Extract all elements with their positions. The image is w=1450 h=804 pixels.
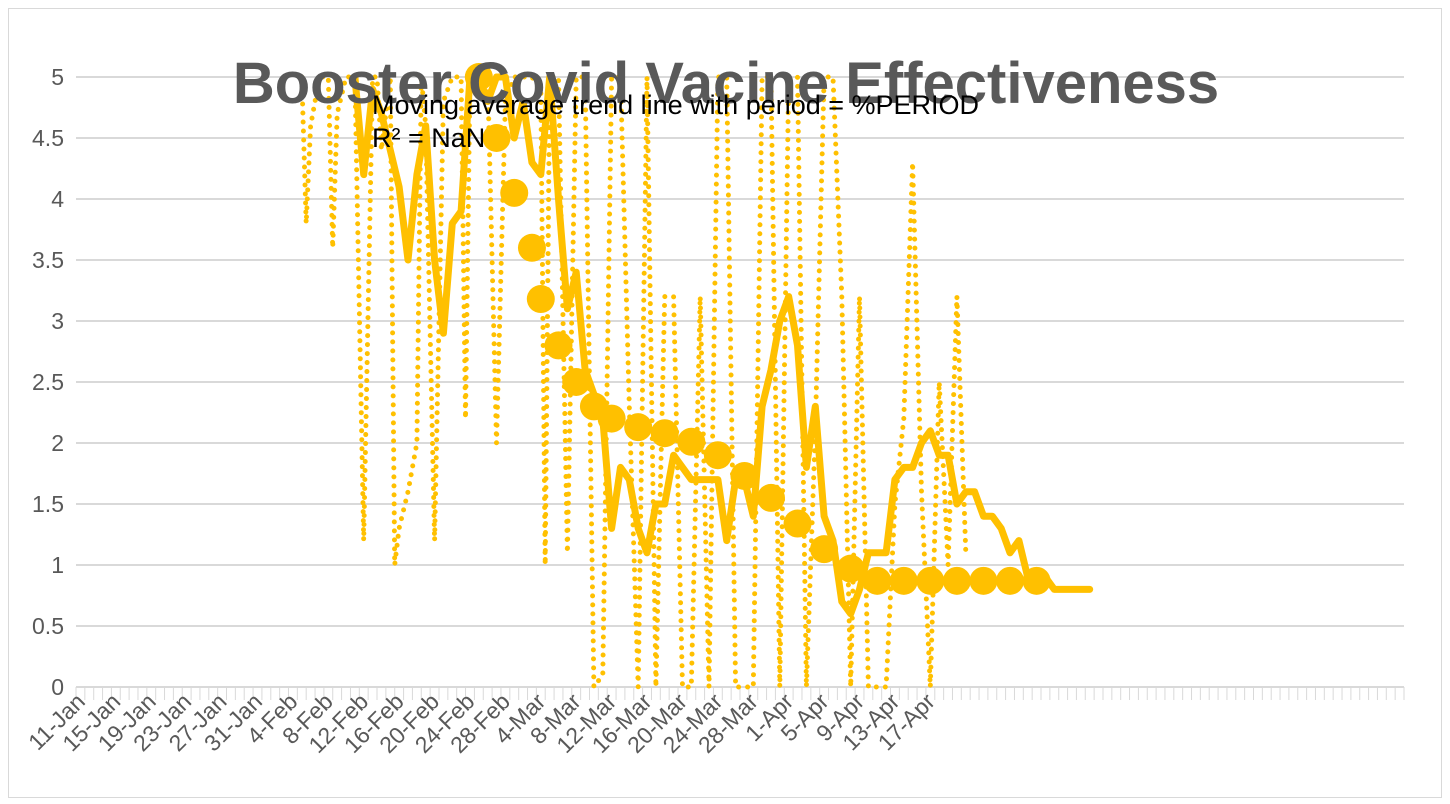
- data-point-marker: [889, 566, 918, 595]
- y-tick-label: 0: [51, 674, 64, 700]
- gridlines: [76, 76, 1404, 627]
- data-point-marker: [544, 331, 573, 360]
- r-squared-label: R² = NaN: [372, 123, 485, 153]
- data-point-marker: [730, 461, 759, 490]
- data-point-marker: [836, 554, 865, 583]
- data-point-marker: [996, 566, 1025, 595]
- data-point-marker: [677, 427, 706, 456]
- y-tick-label: 0.5: [32, 613, 64, 639]
- data-point-marker: [756, 483, 785, 512]
- y-tick-label: 2.5: [32, 369, 64, 395]
- data-point-marker: [464, 63, 493, 91]
- data-point-marker: [1022, 566, 1051, 595]
- data-point-marker: [562, 368, 591, 396]
- dotted-series-line: [299, 74, 969, 690]
- data-point-marker: [703, 441, 732, 470]
- data-point-marker: [916, 566, 945, 595]
- y-tick-label: 1: [51, 552, 64, 578]
- data-point-marker: [517, 233, 546, 262]
- y-tick-label: 2: [51, 430, 64, 456]
- trendline-label: Moving average trend line with period = …: [372, 90, 979, 120]
- data-point-marker: [942, 566, 971, 595]
- y-axis-ticks: 0 0.5 1 1.5 2 2.5 3 3.5 4 4.5 5: [32, 64, 64, 700]
- data-point-marker: [969, 566, 998, 595]
- data-point-marker: [863, 566, 892, 595]
- y-tick-label: 4.5: [32, 125, 64, 151]
- y-tick-label: 4: [51, 186, 64, 212]
- data-point-marker: [783, 509, 812, 538]
- data-point-marker: [650, 419, 679, 448]
- y-tick-label: 5: [51, 64, 64, 90]
- chart-frame: [8, 8, 1442, 798]
- data-point-marker: [597, 404, 626, 433]
- data-point-marker: [500, 178, 529, 207]
- series-layer: [299, 63, 1094, 690]
- data-point-marker: [810, 535, 839, 564]
- y-tick-label: 3.5: [32, 247, 64, 273]
- x-axis: 11-Jan15-Jan19-Jan23-Jan27-Jan31-Jan4-Fe…: [23, 686, 1405, 758]
- data-point-marker: [624, 413, 653, 442]
- data-point-marker: [526, 285, 555, 314]
- chart-title: Booster Covid Vacine Effectiveness: [233, 51, 1219, 116]
- y-tick-label: 1.5: [32, 491, 64, 517]
- y-tick-label: 3: [51, 308, 64, 334]
- data-point-marker: [482, 124, 511, 152]
- moving-average-line: [351, 73, 1094, 618]
